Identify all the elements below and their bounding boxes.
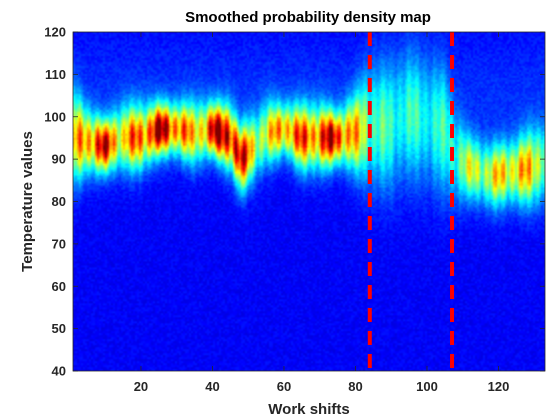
y-tick-label: 90 bbox=[52, 152, 66, 167]
heatmap-image bbox=[73, 32, 545, 371]
x-tick-label: 40 bbox=[205, 379, 219, 394]
y-tick-label: 80 bbox=[52, 194, 66, 209]
y-tick-label: 40 bbox=[52, 364, 66, 379]
x-tick-label: 20 bbox=[134, 379, 148, 394]
x-axis-label: Work shifts bbox=[268, 401, 349, 418]
vertical-markers bbox=[367, 32, 455, 371]
x-tick-label: 120 bbox=[488, 379, 510, 394]
y-tick-label: 60 bbox=[52, 279, 66, 294]
chart-title: Smoothed probability density map bbox=[185, 9, 431, 26]
y-axis-label: Temperature values bbox=[19, 131, 36, 272]
x-tick-label: 60 bbox=[277, 379, 291, 394]
y-axis-ticks: 40 50 60 70 80 90 100 110 120 bbox=[44, 25, 545, 379]
plot-area bbox=[73, 32, 545, 371]
y-tick-label: 70 bbox=[52, 236, 66, 251]
y-tick-label: 110 bbox=[45, 67, 66, 82]
x-axis-ticks: 20 40 60 80 100 120 bbox=[134, 32, 510, 394]
x-tick-label: 100 bbox=[416, 379, 438, 394]
y-tick-label: 120 bbox=[44, 25, 66, 40]
y-tick-label: 50 bbox=[52, 321, 66, 336]
x-tick-label: 80 bbox=[348, 379, 362, 394]
y-tick-label: 100 bbox=[44, 109, 66, 124]
